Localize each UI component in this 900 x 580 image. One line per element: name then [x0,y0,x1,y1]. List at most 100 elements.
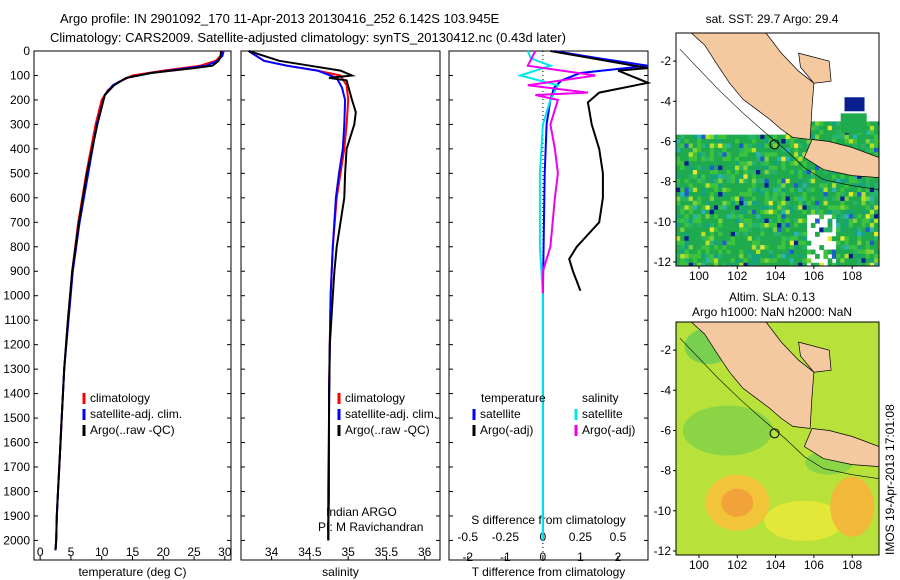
sst-cell [751,196,757,202]
sst-cell [844,196,850,202]
sst-cell [827,125,833,131]
sst-cell [781,240,787,246]
sst-cell [857,205,862,211]
sst-cell [705,205,711,211]
sst-cell [718,139,723,144]
sst-cell [785,178,791,184]
difference-xtick-label-2: 0 [540,550,547,564]
sst-cell [747,240,753,246]
sst-cell [836,227,841,233]
sst-cell [781,143,787,149]
sst-cell [713,165,719,171]
sst-cell [831,187,837,193]
sst-cell [815,174,820,180]
sst-cell [836,139,841,144]
sst-cell [831,169,837,175]
sst-cell [831,200,837,206]
sst-map-title: sat. SST: 29.7 Argo: 29.4 [706,12,839,26]
sst-cell [789,200,795,206]
sst-cell [709,262,715,266]
sst-cell [836,218,841,224]
sst-cell [722,183,728,189]
sst-cell [865,143,871,149]
sst-cell [760,218,765,224]
sst-cell [676,139,681,144]
sst-cell [734,231,740,237]
sst-cell [768,152,774,158]
sst-cell [806,200,812,206]
sst-cell [781,253,787,259]
sst-cell [713,143,719,149]
sst-cell [777,152,782,158]
sst-cell [785,196,791,202]
sst-cell [739,223,744,228]
sst-cell [806,192,812,198]
sst-cell [865,200,871,206]
salinity-argo-line [248,50,357,541]
salinity-frame [240,50,441,561]
sst-cell [713,209,719,215]
sst-cell [734,218,740,224]
sst-cell [760,249,765,255]
sst-cell [785,187,791,193]
sst-cell [777,183,782,189]
sst-cell [831,130,837,136]
sst-cell [701,187,706,193]
salinity-xlabel: salinity [322,565,359,579]
sst-cell [760,227,765,233]
sst-cell [705,231,711,237]
sst-cell [709,249,715,255]
sst-cell [726,156,732,162]
temperature-ytick-label-1: 100 [10,68,30,82]
sst-cell [680,147,685,153]
sst-cell [705,240,711,246]
sst-cell [806,139,812,144]
sst-cell [697,214,702,220]
sst-cell [865,147,871,153]
sst-cell [684,262,690,266]
sst-cell [726,187,732,193]
sst-cell [819,174,824,180]
sst-cell [756,240,761,246]
sst-cell [785,147,791,153]
sst-cell [747,218,753,224]
sst-cell [810,249,816,255]
sst-cell [739,165,744,171]
sst-cell [798,192,803,198]
sst-cell [709,161,715,167]
sst-cell [739,192,744,198]
sst-cell [701,174,706,180]
sst-cell [798,209,803,215]
sst-cell [857,258,862,264]
sst-cell [726,218,732,224]
sst-cell [697,165,702,171]
sst-cell [798,262,803,266]
sst-cell [684,214,690,220]
sst-cell [798,165,803,171]
sst-cell [764,209,770,215]
sst-cell [857,236,862,242]
sst-cell [722,147,728,153]
sst-cell [739,258,744,264]
sst-cell [823,253,829,259]
salinity-xtick-label-2: 35 [341,545,355,559]
sst-cell [781,161,787,167]
sst-cell [760,223,765,228]
sst-cell [777,205,782,211]
sst-cell [865,258,871,264]
sla-land-bangka [798,341,832,373]
sst-cell [852,200,858,206]
sst-cell [739,262,744,266]
sst-cell [823,249,829,255]
sst-cell [676,156,681,162]
sst-cell [831,253,837,259]
sst-cell [722,258,728,264]
sst-cell [730,227,736,233]
sst-cell [764,178,770,184]
sst-cell [866,267,871,272]
sst-cell [726,209,732,215]
sst-cell [819,196,824,202]
sst-cell [789,249,795,255]
sst-cell [756,209,761,215]
sst-cell [844,249,850,255]
